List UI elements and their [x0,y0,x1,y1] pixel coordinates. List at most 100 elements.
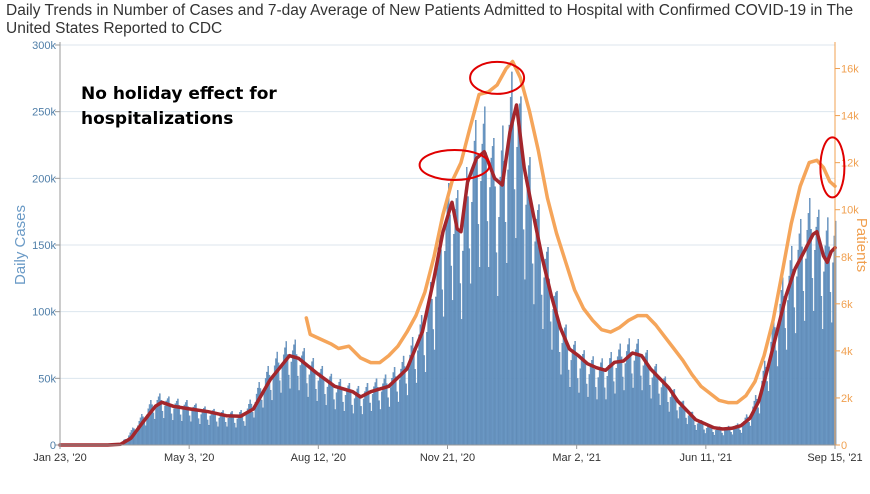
daily-cases-bar [433,349,436,446]
daily-cases-bar [784,328,786,446]
daily-cases-bar [319,372,321,446]
daily-cases-bar [445,219,447,446]
x-tick-label: Mar 2, '21 [552,452,601,464]
daily-cases-bar [725,428,727,446]
daily-cases-bar [495,252,498,446]
y2-tick-label: 2k [841,393,853,405]
daily-cases-bar [226,426,228,446]
daily-cases-bar [524,279,526,446]
highlight-circle [418,149,491,181]
daily-cases-bar [473,140,476,446]
daily-cases-bar [733,429,735,446]
y2-axis-label: Patients [853,218,870,272]
daily-cases-bar [212,410,214,446]
daily-cases-bar [406,395,409,446]
daily-cases-bar [423,355,425,446]
daily-cases-bar [270,390,272,446]
daily-cases-bar [405,383,407,446]
daily-cases-bar [419,324,422,446]
daily-cases-bar [155,406,157,446]
patients-line-group [304,59,837,405]
daily-cases-bar [232,415,235,446]
daily-cases-bar [615,368,618,446]
daily-cases-bar [767,391,770,446]
daily-cases-bar [371,394,374,446]
daily-cases-bar [829,292,832,446]
x-tick-label: Nov 21, '20 [420,452,475,464]
daily-cases-bar [620,356,623,446]
daily-cases-bar [435,296,437,446]
axes: 0 50k 100k 150k 200k 250k 300k 0 2k 4k 6k 8k 10k 12k 1… [32,40,863,464]
x-tick-label: Aug 12, '20 [291,452,346,464]
daily-cases-bar [402,355,405,446]
daily-cases-bar [432,329,434,446]
daily-cases-bar [552,309,554,446]
daily-cases-bar [711,427,713,446]
daily-cases-bar [448,183,450,446]
daily-cases-bar [471,202,473,446]
y2-tick-label: 8k [841,252,853,264]
daily-cases-bar [150,400,152,446]
daily-cases-bar [352,413,355,446]
daily-cases-bar [624,363,627,446]
daily-cases-bar [596,399,598,446]
daily-cases-bar [350,392,352,446]
daily-cases-bar [749,425,752,446]
daily-cases-bar [515,238,517,446]
daily-cases-bar [344,395,347,446]
y2-tick-label: 14k [841,111,859,123]
daily-cases-bar [611,363,614,446]
daily-cases-bar [513,189,516,446]
daily-cases-bar [609,358,611,446]
daily-cases-bar [671,392,673,446]
y-axis-label: Daily Cases [12,205,29,285]
daily-cases-bar [561,343,563,446]
daily-cases-bar [634,349,637,446]
daily-cases-bar [331,384,334,446]
daily-cases-bar [451,300,454,446]
daily-cases-bar [567,369,570,446]
daily-cases-bar [290,361,293,446]
daily-cases-bar [218,417,220,446]
daily-cases-bar [389,387,392,446]
daily-cases-bar [307,396,309,446]
daily-cases-bar [644,356,646,446]
daily-cases-bar [333,399,335,446]
daily-cases-bar [814,250,816,446]
daily-cases-bar [526,176,529,446]
daily-cases-bar [163,418,165,446]
daily-cases-bar [200,414,202,446]
daily-cases-bar [625,351,628,446]
daily-cases-bar [463,214,465,446]
y2-tick-label: 0 [841,440,847,452]
daily-cases-bar [460,319,463,446]
y-tick-label: 200k [32,173,56,185]
daily-cases-bar [387,397,389,446]
daily-cases-bar [227,418,229,446]
daily-cases-bar [272,377,275,446]
daily-cases-bar [244,425,246,446]
daily-cases-bar [209,415,211,446]
daily-cases-bar [355,392,357,446]
x-tick-label: Jan 23, '20 [33,452,86,464]
daily-cases-bar [525,204,527,446]
daily-cases-bar [273,365,276,446]
daily-cases-bar [533,304,535,446]
daily-cases-bar [665,387,668,446]
daily-cases-bar [302,351,304,446]
daily-cases-bar [689,412,691,446]
daily-cases-bar [458,229,460,446]
daily-cases-bar [450,265,453,446]
daily-cases-bar [618,349,620,446]
daily-cases-bar [315,389,317,446]
cases-average-line-group [58,103,837,447]
daily-cases-bar [361,414,364,446]
daily-cases-bar [295,354,298,446]
daily-cases-bar [573,344,575,446]
daily-cases-bar [649,385,651,446]
daily-cases-bar [658,393,660,446]
daily-cases-bar [730,432,732,446]
daily-cases-bar [543,277,545,446]
daily-cases-bar [598,367,601,446]
